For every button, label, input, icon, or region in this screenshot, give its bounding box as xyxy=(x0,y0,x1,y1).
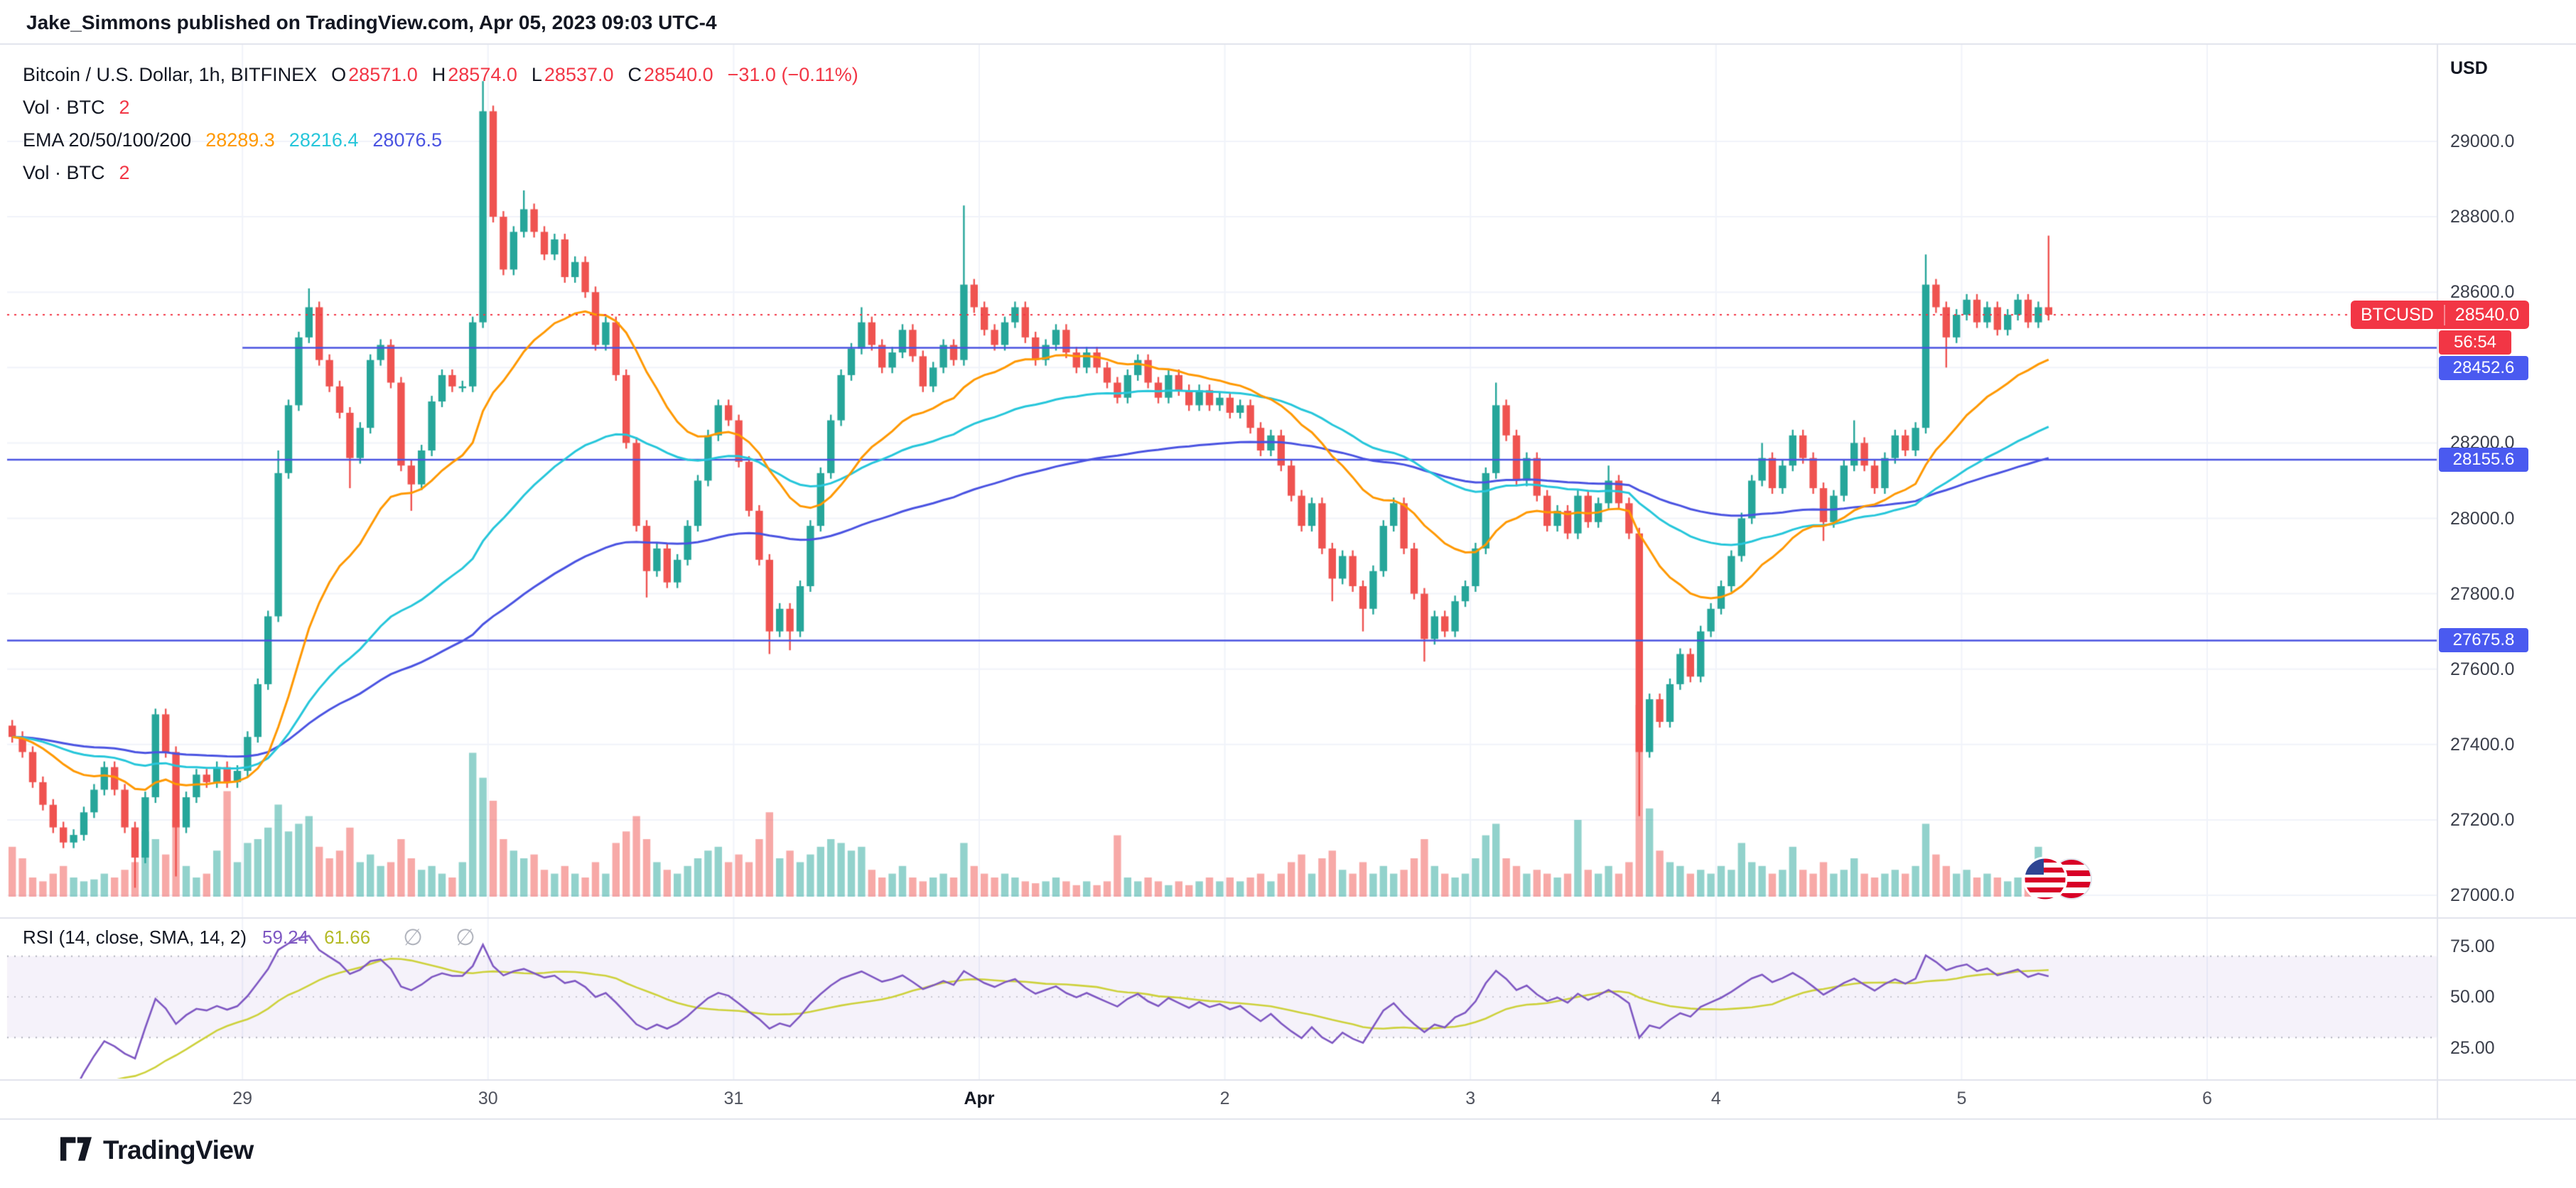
ticker-price: 28540.0 xyxy=(2443,304,2529,325)
rsi-value: 59.24 xyxy=(262,926,309,948)
tradingview-wordmark[interactable]: TradingView xyxy=(103,1135,254,1165)
last-price-badge: BTCUSD 28540.0 xyxy=(2351,301,2530,330)
volume-label[interactable]: Vol · BTC xyxy=(23,96,105,118)
volume-label-2[interactable]: Vol · BTC xyxy=(23,161,105,183)
ema100-value: 28076.5 xyxy=(372,129,443,151)
empty-set-icon: ∅ xyxy=(456,924,475,950)
ohlc-low: L 28537.0 xyxy=(531,63,614,85)
empty-set-icon: ∅ xyxy=(403,924,424,950)
volume-value-2: 2 xyxy=(119,161,130,183)
ohlc-high: H 28574.0 xyxy=(431,63,517,85)
symbol-legend-row: Bitcoin / U.S. Dollar, 1h, BITFINEX O 285… xyxy=(23,58,858,91)
rsi-ma-value: 61.66 xyxy=(324,926,371,948)
footer: TradingView xyxy=(60,1135,254,1165)
chart-legend: Bitcoin / U.S. Dollar, 1h, BITFINEX O 285… xyxy=(23,58,858,189)
ema20-value: 28289.3 xyxy=(205,129,275,151)
change-value: −31.0 (−0.11%) xyxy=(727,63,858,85)
flag-sticker xyxy=(2022,855,2096,906)
volume-legend-row: Vol · BTC 2 xyxy=(23,91,858,124)
ema50-value: 28216.4 xyxy=(289,129,359,151)
ticker-symbol: BTCUSD xyxy=(2361,304,2434,325)
volume-legend-row-2: Vol · BTC 2 xyxy=(23,156,858,189)
bar-countdown-badge: 56:54 xyxy=(2439,330,2511,355)
ema-label[interactable]: EMA 20/50/100/200 xyxy=(23,129,192,151)
symbol-title[interactable]: Bitcoin / U.S. Dollar, 1h, BITFINEX xyxy=(23,63,318,85)
ohlc-open: O 28571.0 xyxy=(331,63,418,85)
rsi-legend: RSI (14, close, SMA, 14, 2) 59.24 61.66 … xyxy=(23,924,475,951)
attribution-header: Jake_Simmons published on TradingView.co… xyxy=(26,11,717,33)
ema-legend-row: EMA 20/50/100/200 28289.3 28216.4 28076.… xyxy=(23,124,858,156)
tradingview-logo-icon[interactable] xyxy=(60,1136,92,1165)
ohlc-close: C 28540.0 xyxy=(627,63,713,85)
rsi-title[interactable]: RSI (14, close, SMA, 14, 2) xyxy=(23,926,247,948)
volume-value: 2 xyxy=(119,96,130,118)
